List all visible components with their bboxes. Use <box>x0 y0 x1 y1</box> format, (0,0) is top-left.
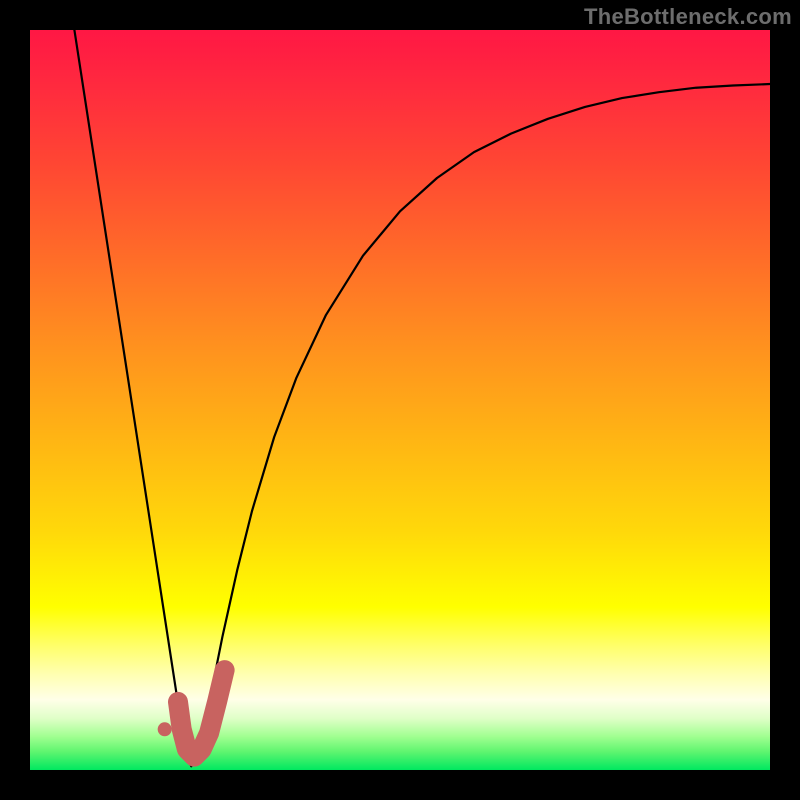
minimum-annotation <box>30 30 770 770</box>
watermark-text: TheBottleneck.com <box>584 4 792 30</box>
plot-area <box>30 30 770 770</box>
annotation-hook <box>178 670 225 757</box>
annotation-dot <box>158 722 172 736</box>
